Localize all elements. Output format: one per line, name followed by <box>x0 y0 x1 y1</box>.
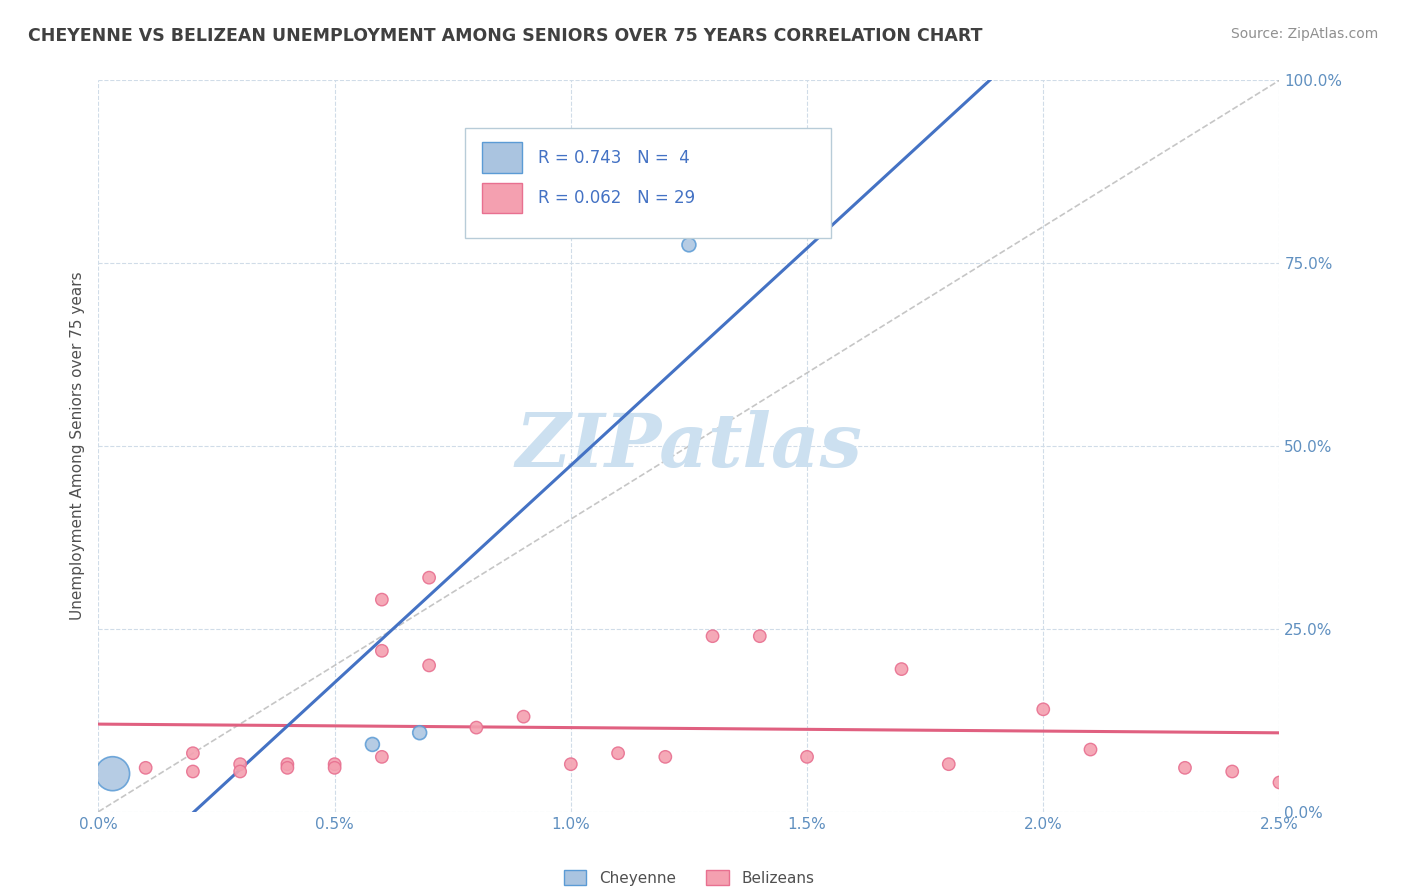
Point <box>371 592 394 607</box>
Text: R = 0.743   N =  4: R = 0.743 N = 4 <box>537 149 689 167</box>
Point <box>1220 764 1243 779</box>
Point <box>1080 742 1102 756</box>
Point <box>418 571 440 585</box>
Point <box>276 761 298 775</box>
Point <box>1268 775 1291 789</box>
Point <box>181 764 204 779</box>
Point <box>748 629 770 643</box>
Point <box>371 749 394 764</box>
Point <box>181 746 204 760</box>
FancyBboxPatch shape <box>482 143 523 173</box>
Point <box>1174 761 1197 775</box>
Text: Source: ZipAtlas.com: Source: ZipAtlas.com <box>1230 27 1378 41</box>
Point <box>371 644 394 658</box>
Point <box>560 757 582 772</box>
Text: CHEYENNE VS BELIZEAN UNEMPLOYMENT AMONG SENIORS OVER 75 YEARS CORRELATION CHART: CHEYENNE VS BELIZEAN UNEMPLOYMENT AMONG … <box>28 27 983 45</box>
Point <box>229 757 252 772</box>
Point <box>361 738 384 752</box>
Point <box>323 757 346 772</box>
Point <box>607 746 630 760</box>
Point <box>276 757 298 772</box>
Point <box>323 761 346 775</box>
Point <box>890 662 912 676</box>
Point <box>101 766 124 780</box>
Text: ZIPatlas: ZIPatlas <box>516 409 862 483</box>
FancyBboxPatch shape <box>464 128 831 237</box>
Y-axis label: Unemployment Among Seniors over 75 years: Unemployment Among Seniors over 75 years <box>70 272 86 620</box>
FancyBboxPatch shape <box>482 183 523 213</box>
Legend: Cheyenne, Belizeans: Cheyenne, Belizeans <box>557 863 821 892</box>
Point <box>796 749 818 764</box>
Point <box>465 721 488 735</box>
Point <box>512 709 534 723</box>
Text: R = 0.062   N = 29: R = 0.062 N = 29 <box>537 189 695 207</box>
Point <box>654 749 676 764</box>
Point <box>229 764 252 779</box>
Point <box>408 725 430 739</box>
Point <box>938 757 960 772</box>
Point <box>678 238 700 252</box>
Point <box>418 658 440 673</box>
Point <box>135 761 157 775</box>
Point <box>1032 702 1054 716</box>
Point <box>702 629 724 643</box>
